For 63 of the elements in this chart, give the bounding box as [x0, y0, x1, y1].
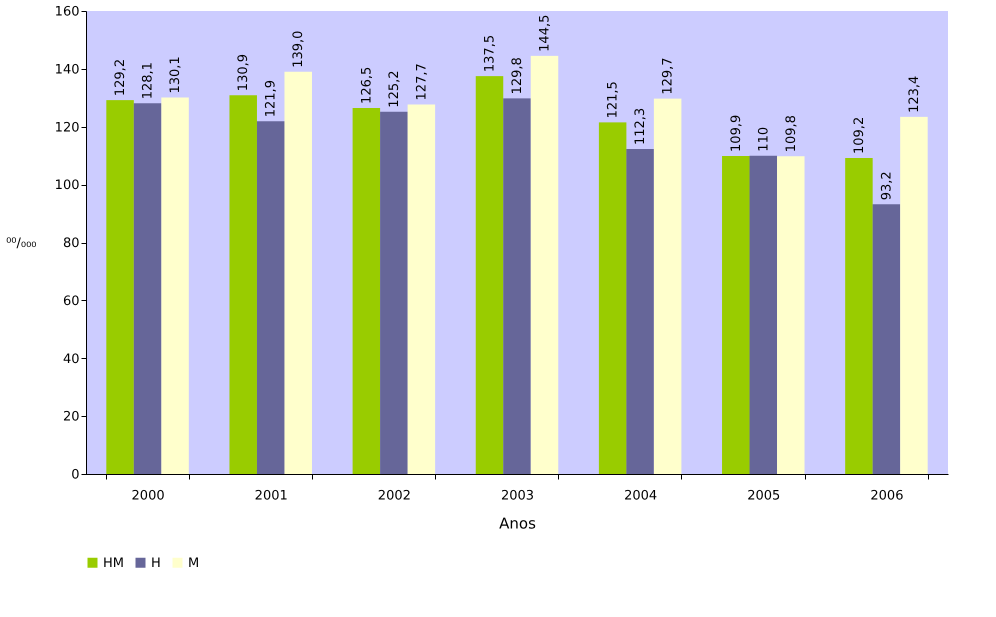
data-label: 112,3 — [633, 108, 648, 146]
bar — [106, 100, 134, 474]
data-label: 110 — [756, 126, 772, 152]
data-label: 121,9 — [264, 80, 279, 118]
data-label: 139,0 — [291, 30, 306, 68]
data-label: 123,4 — [906, 76, 922, 113]
x-tick-label: 2001 — [254, 488, 288, 504]
data-label: 129,8 — [510, 57, 525, 94]
x-tick-label: 2000 — [132, 488, 165, 504]
bar — [161, 98, 189, 474]
bar — [284, 72, 312, 474]
bar — [134, 103, 162, 474]
bar — [530, 56, 558, 474]
bar — [229, 95, 257, 474]
y-tick-label: 120 — [54, 120, 80, 136]
data-label: 130,9 — [236, 54, 252, 92]
x-tick-label: 2005 — [747, 488, 780, 504]
data-label: 126,5 — [359, 66, 374, 104]
legend-label: M — [188, 556, 200, 571]
y-tick-label: 0 — [71, 468, 80, 482]
data-label: 121,5 — [606, 81, 621, 118]
bar — [503, 98, 531, 474]
data-label: 127,7 — [414, 63, 430, 100]
y-tick-label: 60 — [62, 294, 80, 309]
bar — [352, 108, 380, 474]
bar — [750, 156, 778, 474]
bar — [476, 76, 504, 474]
data-label: 129,7 — [660, 57, 676, 95]
y-tick-label: 140 — [54, 62, 80, 78]
bar — [777, 156, 805, 474]
bar — [654, 98, 682, 474]
data-label: 125,2 — [386, 70, 402, 108]
bar — [845, 158, 873, 474]
legend-label: H — [151, 556, 161, 571]
y-tick-label: 100 — [54, 178, 80, 194]
data-label: 130,1 — [168, 56, 184, 94]
data-label: 129,2 — [113, 58, 128, 96]
x-tick-label: 2003 — [500, 488, 534, 504]
y-tick-label: 80 — [62, 236, 80, 251]
y-tick-label: 40 — [62, 352, 80, 367]
y-tick-label: 160 — [54, 4, 80, 20]
data-label: 128,1 — [140, 62, 156, 100]
bar — [380, 112, 408, 474]
bar — [722, 156, 750, 474]
data-label: 137,5 — [482, 34, 498, 72]
bar — [408, 104, 436, 474]
data-label: 109,8 — [784, 115, 799, 152]
bar — [626, 149, 654, 474]
x-tick-label: 2002 — [378, 488, 411, 504]
data-label: 144,5 — [538, 14, 552, 52]
y-axis-title: ⁰⁰/₀₀₀ — [6, 236, 36, 251]
x-axis-title: Anos — [499, 514, 536, 532]
bar — [598, 122, 626, 474]
data-label: 109,9 — [728, 114, 744, 152]
bar — [900, 116, 928, 474]
bar — [256, 121, 284, 474]
legend-label: HM — [103, 556, 124, 571]
x-tick-label: 2004 — [624, 488, 658, 504]
data-label: 93,2 — [879, 171, 894, 200]
data-label: 109,2 — [852, 116, 867, 154]
y-tick-label: 20 — [62, 410, 80, 425]
bar — [872, 204, 900, 474]
x-tick-label: 2006 — [870, 488, 904, 504]
